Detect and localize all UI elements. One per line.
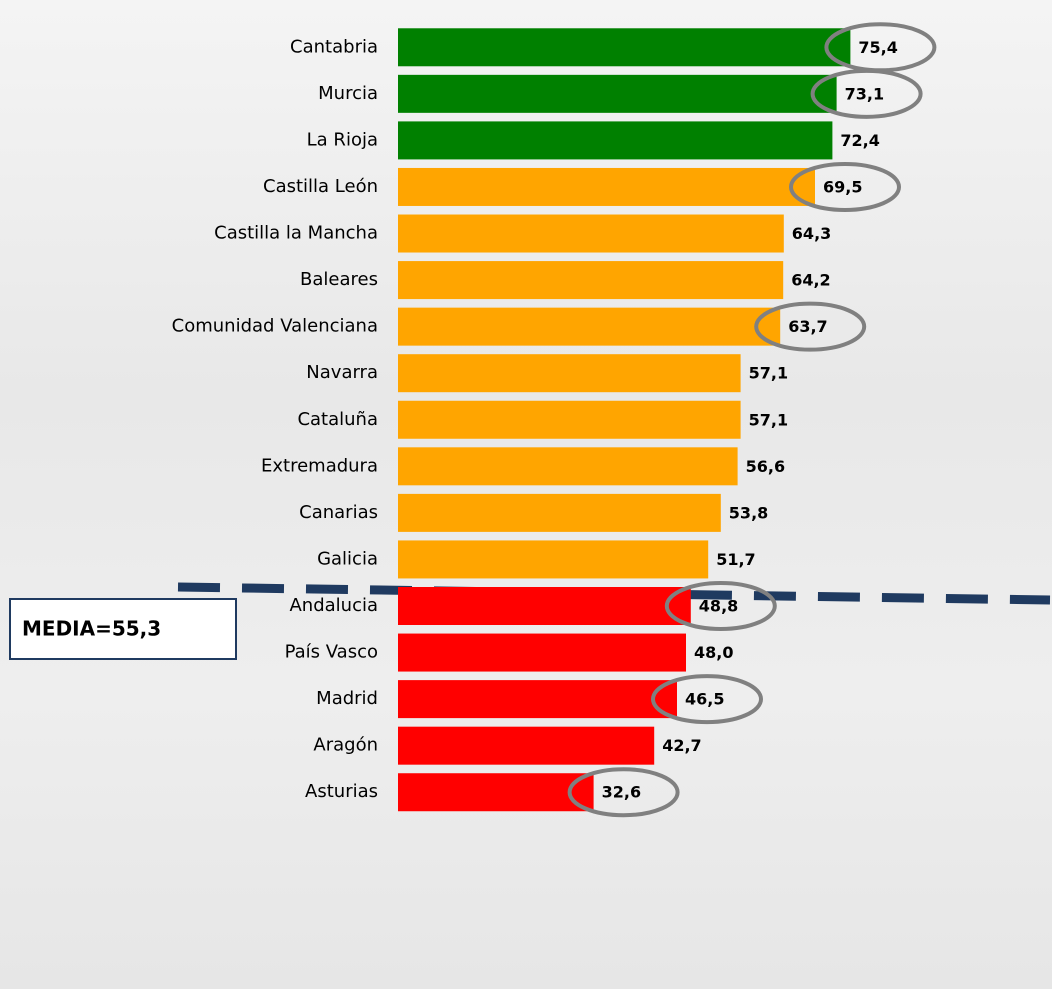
value-label: 48,0 [694,643,733,662]
bar [398,261,783,299]
value-label: 56,6 [746,457,785,476]
category-label: Andalucia [289,595,378,616]
bar [398,28,850,66]
category-label: Asturias [305,781,378,802]
category-label: Navarra [306,362,378,383]
category-label: Canarias [299,502,378,523]
bar [398,680,677,718]
category-label: Madrid [316,688,378,709]
value-label: 72,4 [840,131,879,150]
value-label: 75,4 [858,38,897,57]
chart: MEDIA=55,3 Cantabria 75,4 Murcia 73,1 La Rio… [0,0,1052,989]
bar [398,773,594,811]
bar [398,494,721,532]
bar [398,634,686,672]
annotation: MEDIA=55,3 [22,617,161,641]
value-label: 48,8 [699,597,738,616]
bar [398,727,654,765]
bar [398,587,691,625]
bar [398,168,815,206]
category-label: Extremadura [261,455,378,476]
bar [398,215,784,253]
value-label: 51,7 [716,550,755,569]
value-label: 57,1 [749,364,788,383]
category-label: Cataluña [297,409,378,430]
value-label: 42,7 [662,736,701,755]
bar [398,401,741,439]
bar [398,75,837,113]
value-label: 32,6 [602,783,641,802]
bar [398,308,780,346]
category-label: Aragón [313,735,378,756]
bar [398,121,832,159]
value-label: 53,8 [729,503,768,522]
value-label: 63,7 [788,317,827,336]
category-label: Baleares [300,269,378,290]
category-label: Galicia [317,548,378,569]
value-label: 69,5 [823,177,862,196]
category-label: Castilla la Mancha [214,223,378,244]
category-label: Cantabria [290,36,378,57]
value-label: 64,3 [792,224,831,243]
category-label: La Rioja [307,129,378,150]
category-label: Castilla León [263,176,378,197]
bar [398,540,708,578]
value-label: 64,2 [791,271,830,290]
category-label: Murcia [318,83,378,104]
bar [398,447,738,485]
bar [398,354,741,392]
category-label: Comunidad Valenciana [172,316,378,337]
value-label: 57,1 [749,410,788,429]
value-label: 46,5 [685,690,724,709]
category-label: País Vasco [285,642,378,663]
value-label: 73,1 [845,84,884,103]
